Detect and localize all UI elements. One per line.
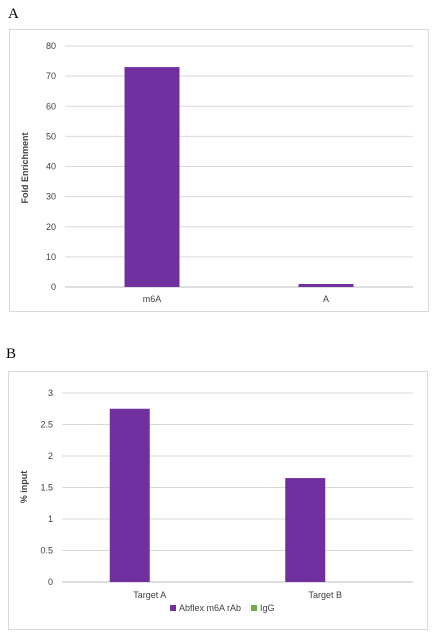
bar-Target B-0 <box>285 478 326 582</box>
bar-m6A <box>124 67 180 288</box>
y-tick-label: 0 <box>48 577 53 587</box>
legend-label: Abflex m6A rAb <box>179 603 241 613</box>
y-tick-label: 0.5 <box>40 546 53 556</box>
y-axis-title: Fold Enrichment <box>20 132 30 203</box>
y-tick-label: 1 <box>48 514 53 524</box>
y-tick-label: 50 <box>46 131 56 141</box>
y-tick-label: 0 <box>51 282 56 292</box>
chart-b-frame <box>8 371 428 630</box>
y-axis-title: % input <box>19 471 29 504</box>
y-tick-label: 10 <box>46 252 56 262</box>
legend-swatch <box>170 605 176 611</box>
y-tick-label: 60 <box>46 101 56 111</box>
y-tick-label: 1.5 <box>40 483 53 493</box>
y-tick-label: 3 <box>48 388 53 398</box>
panel-letter-a: A <box>8 6 19 22</box>
y-tick-label: 2.5 <box>40 420 53 430</box>
y-tick-label: 80 <box>46 41 56 51</box>
y-tick-label: 40 <box>46 162 56 172</box>
y-tick-label: 70 <box>46 71 56 81</box>
y-tick-label: 30 <box>46 192 56 202</box>
y-tick-label: 2 <box>48 451 53 461</box>
x-tick-label: m6A <box>143 294 162 304</box>
bar-Target A-0 <box>109 408 150 582</box>
bar-A <box>298 283 354 287</box>
x-tick-label: Target B <box>308 590 342 600</box>
legend-swatch <box>251 605 258 611</box>
panel-letter-b: B <box>6 346 17 362</box>
x-tick-label: Target A <box>133 590 166 600</box>
y-tick-label: 20 <box>46 222 56 232</box>
x-tick-label: A <box>323 294 329 304</box>
legend-label: IgG <box>260 603 275 613</box>
